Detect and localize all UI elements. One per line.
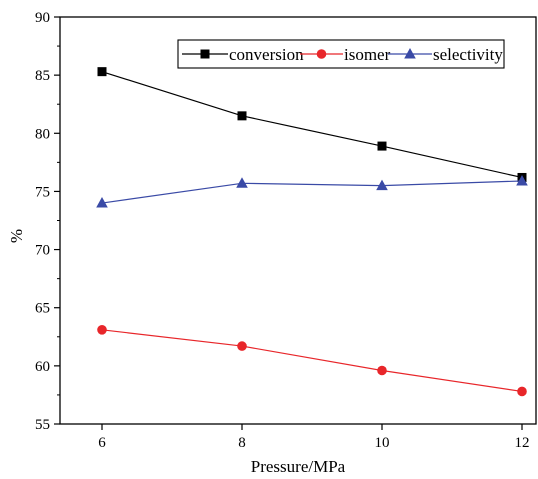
legend-marker <box>317 49 327 59</box>
y-tick-label: 60 <box>35 359 50 375</box>
y-axis-title: % <box>7 229 26 243</box>
plot-frame <box>60 17 536 424</box>
y-tick-label: 80 <box>35 126 50 142</box>
data-point-conversion <box>98 67 107 76</box>
series-conversion <box>98 67 527 182</box>
y-tick-label: 85 <box>35 68 50 84</box>
legend-label: isomer <box>344 45 391 64</box>
series-isomer <box>97 325 527 396</box>
legend-marker <box>201 50 210 59</box>
series-layer <box>96 67 528 396</box>
data-point-isomer <box>377 366 387 376</box>
legend: conversion isomer selectivity <box>178 40 504 68</box>
x-axis-ticks: 6 8 10 12 <box>98 424 529 451</box>
x-tick-label: 10 <box>375 435 390 451</box>
data-point-conversion <box>378 142 387 151</box>
data-point-isomer <box>97 325 107 335</box>
data-point-isomer <box>237 341 247 351</box>
series-line-selectivity <box>102 181 522 203</box>
series-line-isomer <box>102 330 522 392</box>
data-point-conversion <box>238 111 247 120</box>
y-axis-ticks: 55 60 65 70 75 80 85 90 <box>35 10 60 433</box>
y-tick-label: 55 <box>35 417 50 433</box>
legend-label: conversion <box>229 45 304 64</box>
data-point-isomer <box>517 387 527 397</box>
legend-label: selectivity <box>433 45 503 64</box>
series-line-conversion <box>102 72 522 178</box>
x-tick-label: 12 <box>515 435 530 451</box>
data-point-selectivity <box>236 177 248 188</box>
x-tick-label: 8 <box>238 435 246 451</box>
x-axis-title: Pressure/MPa <box>251 457 346 476</box>
y-tick-label: 75 <box>35 184 50 200</box>
data-point-selectivity <box>376 180 388 191</box>
x-tick-label: 6 <box>98 435 106 451</box>
y-tick-label: 90 <box>35 10 50 26</box>
y-tick-label: 70 <box>35 243 50 259</box>
y-tick-label: 65 <box>35 301 50 317</box>
series-selectivity <box>96 175 528 208</box>
